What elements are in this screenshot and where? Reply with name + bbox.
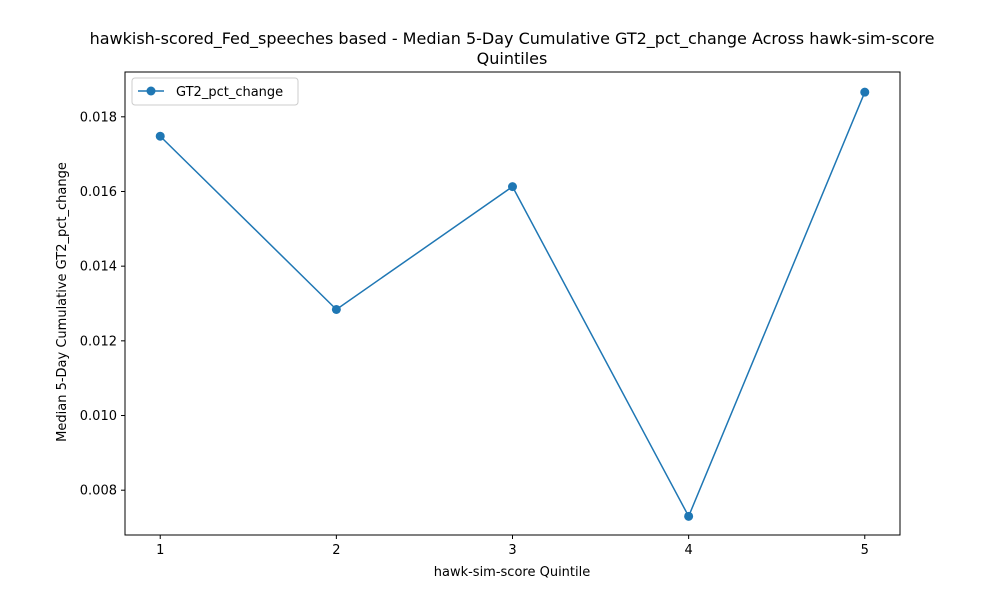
y-tick-label: 0.014 xyxy=(80,260,117,275)
data-point xyxy=(331,304,341,314)
y-tick-label: 0.018 xyxy=(80,110,117,125)
x-tick-label: 3 xyxy=(508,543,516,558)
x-tick-label: 4 xyxy=(684,543,692,558)
y-tick-label: 0.008 xyxy=(80,484,117,499)
legend-marker-swatch xyxy=(146,86,156,96)
plot-frame xyxy=(124,71,901,536)
data-point xyxy=(860,87,870,97)
chart-title-line-2: Quintiles xyxy=(477,49,548,68)
y-tick-label: 0.010 xyxy=(80,409,117,424)
y-tick-label: 0.016 xyxy=(80,185,117,200)
series-line xyxy=(159,91,866,518)
y-tick-label: 0.012 xyxy=(80,334,117,349)
plot-area: 1 2 3 4 5 0.008 0.010 0.012 0.014 0.016 0.018 xyxy=(80,71,901,558)
data-point xyxy=(155,131,165,141)
legend: GT2_pct_change xyxy=(131,77,299,106)
x-tick-label: 5 xyxy=(861,543,869,558)
x-tick-label: 2 xyxy=(332,543,340,558)
data-point xyxy=(508,182,517,192)
data-point xyxy=(684,511,694,521)
x-tick-label: 1 xyxy=(156,543,164,558)
legend-label: GT2_pct_change xyxy=(176,85,283,100)
chart-title-line-1: hawkish-scored_Fed_speeches based - Medi… xyxy=(90,29,935,49)
legend-frame xyxy=(131,77,299,106)
x-axis-label: hawk-sim-score Quintile xyxy=(434,565,591,580)
y-axis-label: Median 5-Day Cumulative GT2_pct_change xyxy=(55,162,70,442)
